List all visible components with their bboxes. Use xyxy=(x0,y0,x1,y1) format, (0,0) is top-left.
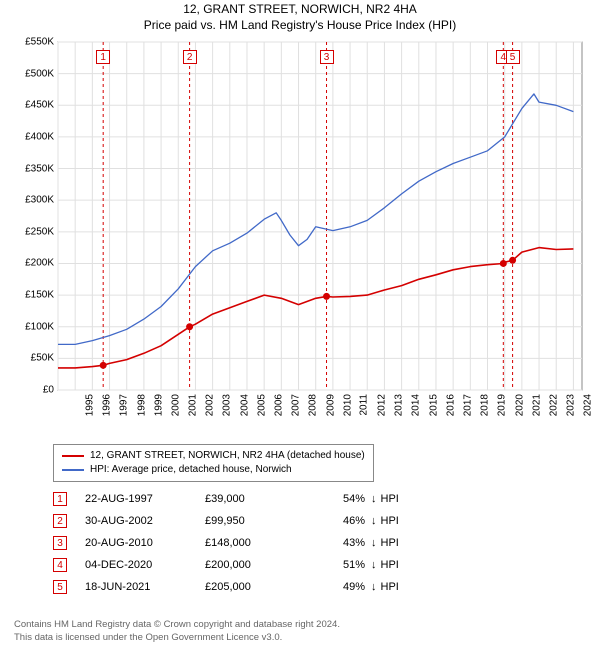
x-tick-label: 2013 xyxy=(393,394,404,416)
sales-table: 1 22-AUG-1997£39,00054% ↓ HPI 2 30-AUG-2002£9… xyxy=(53,488,399,598)
sale-hpi-label: HPI xyxy=(381,493,399,505)
x-tick-label: 2005 xyxy=(256,394,267,416)
sale-marker-badge: 5 xyxy=(53,580,67,594)
x-tick-label: 2001 xyxy=(187,394,198,416)
sales-row: 2 30-AUG-2002£99,95046% ↓ HPI xyxy=(53,510,399,532)
x-tick-label: 2024 xyxy=(582,394,593,416)
chart-sale-marker: 2 xyxy=(183,50,197,64)
sale-price: £200,000 xyxy=(205,559,305,571)
chart-sale-marker: 3 xyxy=(320,50,334,64)
chart-svg xyxy=(10,38,590,438)
x-tick-label: 2014 xyxy=(411,394,422,416)
sale-date: 20-AUG-2010 xyxy=(85,537,205,549)
sale-direction-icon: ↓ xyxy=(371,537,377,549)
sale-direction-icon: ↓ xyxy=(371,581,377,593)
sale-direction-icon: ↓ xyxy=(371,559,377,571)
footer-line-1: Contains HM Land Registry data © Crown c… xyxy=(14,619,340,631)
chart-sale-marker: 5 xyxy=(506,50,520,64)
x-tick-label: 2016 xyxy=(445,394,456,416)
sale-hpi-label: HPI xyxy=(381,581,399,593)
legend-row: HPI: Average price, detached house, Norw… xyxy=(62,463,365,477)
sales-row: 1 22-AUG-1997£39,00054% ↓ HPI xyxy=(53,488,399,510)
x-tick-label: 2022 xyxy=(548,394,559,416)
page: 12, GRANT STREET, NORWICH, NR2 4HA Price… xyxy=(0,0,600,650)
sales-row: 5 18-JUN-2021£205,00049% ↓ HPI xyxy=(53,576,399,598)
x-tick-label: 2006 xyxy=(273,394,284,416)
sale-hpi-label: HPI xyxy=(381,537,399,549)
x-tick-label: 2008 xyxy=(308,394,319,416)
sale-pct: 43% xyxy=(305,537,365,549)
legend-row: 12, GRANT STREET, NORWICH, NR2 4HA (deta… xyxy=(62,449,365,463)
x-tick-label: 2020 xyxy=(514,394,525,416)
legend-label: HPI: Average price, detached house, Norw… xyxy=(90,463,292,477)
sale-date: 18-JUN-2021 xyxy=(85,581,205,593)
sales-row: 3 20-AUG-2010£148,00043% ↓ HPI xyxy=(53,532,399,554)
sale-date: 22-AUG-1997 xyxy=(85,493,205,505)
x-tick-label: 2019 xyxy=(497,394,508,416)
x-tick-label: 2002 xyxy=(205,394,216,416)
sale-pct: 49% xyxy=(305,581,365,593)
sale-marker-badge: 4 xyxy=(53,558,67,572)
sale-pct: 51% xyxy=(305,559,365,571)
sale-hpi-label: HPI xyxy=(381,515,399,527)
footer-line-2: This data is licensed under the Open Gov… xyxy=(14,632,340,644)
sale-date: 30-AUG-2002 xyxy=(85,515,205,527)
legend-label: 12, GRANT STREET, NORWICH, NR2 4HA (deta… xyxy=(90,449,365,463)
chart-sale-marker: 1 xyxy=(96,50,110,64)
x-tick-label: 2009 xyxy=(325,394,336,416)
sale-marker-badge: 1 xyxy=(53,492,67,506)
sale-price: £39,000 xyxy=(205,493,305,505)
legend-swatch xyxy=(62,455,84,457)
x-tick-label: 2007 xyxy=(290,394,301,416)
footer: Contains HM Land Registry data © Crown c… xyxy=(14,619,340,644)
x-tick-label: 1998 xyxy=(136,394,147,416)
page-subtitle: Price paid vs. HM Land Registry's House … xyxy=(0,18,600,32)
x-tick-label: 2021 xyxy=(531,394,542,416)
x-axis-labels: 1995 1996 1997 1998 1999 2000 2001 2002 2003 2004… xyxy=(10,394,590,440)
sale-date: 04-DEC-2020 xyxy=(85,559,205,571)
x-tick-label: 2017 xyxy=(462,394,473,416)
x-tick-label: 1999 xyxy=(153,394,164,416)
sale-pct: 46% xyxy=(305,515,365,527)
sale-marker-badge: 3 xyxy=(53,536,67,550)
x-tick-label: 1996 xyxy=(101,394,112,416)
x-tick-label: 2004 xyxy=(239,394,250,416)
x-tick-label: 1995 xyxy=(84,394,95,416)
sale-pct: 54% xyxy=(305,493,365,505)
chart: £0£50K£100K£150K£200K£250K£300K£350K£400… xyxy=(10,38,590,438)
sale-hpi-label: HPI xyxy=(381,559,399,571)
x-tick-label: 2000 xyxy=(170,394,181,416)
x-tick-label: 1997 xyxy=(119,394,130,416)
legend-swatch xyxy=(62,469,84,471)
x-tick-label: 2012 xyxy=(376,394,387,416)
x-tick-label: 2011 xyxy=(358,394,369,416)
x-tick-label: 2023 xyxy=(565,394,576,416)
sale-direction-icon: ↓ xyxy=(371,493,377,505)
x-tick-label: 2010 xyxy=(342,394,353,416)
sale-price: £99,950 xyxy=(205,515,305,527)
legend: 12, GRANT STREET, NORWICH, NR2 4HA (deta… xyxy=(53,444,374,482)
sale-direction-icon: ↓ xyxy=(371,515,377,527)
sale-marker-badge: 2 xyxy=(53,514,67,528)
sale-price: £148,000 xyxy=(205,537,305,549)
sale-price: £205,000 xyxy=(205,581,305,593)
x-tick-label: 2015 xyxy=(428,394,439,416)
x-tick-label: 2018 xyxy=(479,394,490,416)
sales-row: 4 04-DEC-2020£200,00051% ↓ HPI xyxy=(53,554,399,576)
page-title: 12, GRANT STREET, NORWICH, NR2 4HA xyxy=(0,0,600,18)
x-tick-label: 2003 xyxy=(222,394,233,416)
